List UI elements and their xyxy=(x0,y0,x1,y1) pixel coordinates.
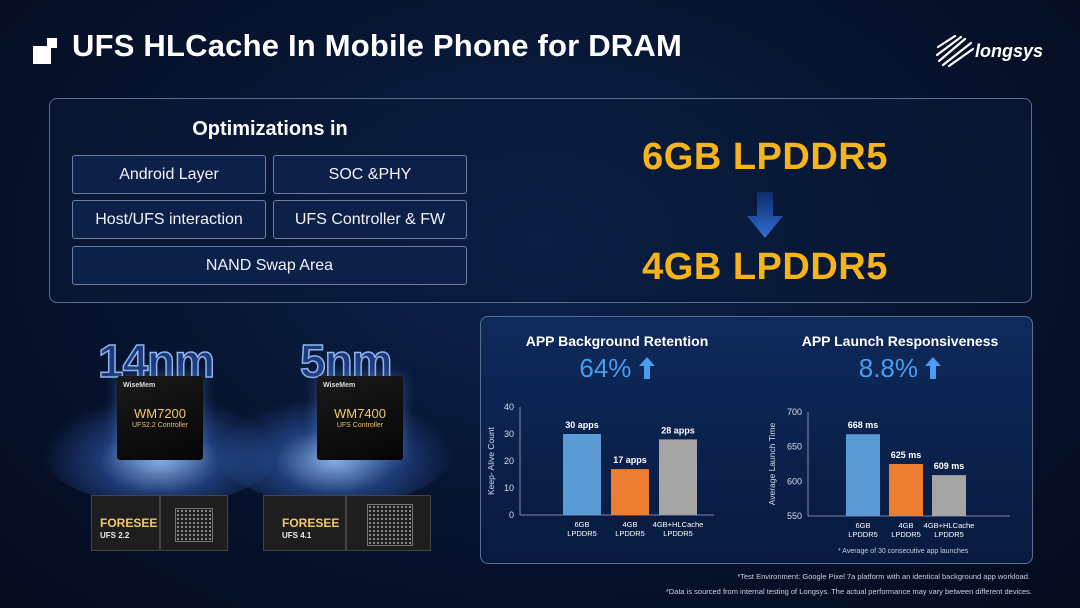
launch-improvement-value: 8.8% xyxy=(858,353,919,383)
retention-y-tick: 20 xyxy=(504,456,514,466)
retention-x-tick: 6GB xyxy=(574,520,589,529)
chip-model: WM7200 xyxy=(133,406,187,421)
retention-title: APP Background Retention xyxy=(525,333,709,349)
optimizations-title: Optimizations in xyxy=(192,118,348,140)
launch-x-tick: LPDDR5 xyxy=(848,530,878,539)
chip-wm7400: WiseMem WM7400 UFS Controller xyxy=(317,376,403,460)
opt-nand-swap: NAND Swap Area xyxy=(72,246,467,285)
card-brand: FORESEE xyxy=(282,516,340,530)
ufs22-package-card xyxy=(160,495,228,551)
memory-from: 6GB LPDDR5 xyxy=(642,136,888,178)
chip-model: WM7400 xyxy=(333,406,387,421)
page-title: UFS HLCache In Mobile Phone for DRAM xyxy=(72,28,682,63)
launch-bar xyxy=(846,434,880,516)
launch-y-tick: 700 xyxy=(787,407,802,417)
package-pattern xyxy=(367,504,413,546)
opt-android-layer: Android Layer xyxy=(72,155,266,194)
foresee-card-ufs22: FORESEE UFS 2.2 xyxy=(91,495,160,551)
card-sub: UFS 2.2 xyxy=(100,531,130,540)
retention-data-label: 28 apps xyxy=(661,425,695,435)
launch-improvement: 8.8% xyxy=(780,353,1020,384)
retention-improvement-value: 64% xyxy=(579,353,632,383)
retention-y-label: Keep- Alive Count xyxy=(486,426,496,495)
ufs41-package-card xyxy=(346,495,431,551)
retention-data-label: 17 apps xyxy=(613,455,647,465)
retention-x-tick: LPDDR5 xyxy=(615,529,645,538)
launch-data-label: 609 ms xyxy=(934,461,965,471)
card-sub: UFS 4.1 xyxy=(282,531,312,540)
opt-host-ufs: Host/UFS interaction xyxy=(72,200,266,239)
retention-data-label: 30 apps xyxy=(565,420,599,430)
launch-y-tick: 600 xyxy=(787,476,802,486)
foresee-card-ufs41: FORESEE UFS 4.1 xyxy=(263,495,346,551)
retention-x-tick: LPDDR5 xyxy=(567,529,597,538)
launch-y-tick: 650 xyxy=(787,442,802,452)
chip-sub: UFS2.2 Controller xyxy=(131,422,189,429)
memory-to: 4GB LPDDR5 xyxy=(642,246,888,288)
chip-brand: WiseMem xyxy=(123,382,156,389)
footnote-data-source: *Data is sourced from internal testing o… xyxy=(665,587,1032,596)
launch-data-label: 625 ms xyxy=(891,450,922,460)
launch-chart: 550 600 650 700 Average Launch Time 668 ms 6GB… xyxy=(767,407,1010,539)
logo-swirl-icon xyxy=(935,34,975,68)
longsys-logo: longsys xyxy=(935,33,1055,69)
footnote-test-env: *Test Environment: Google Pixel 7a platf… xyxy=(737,572,1030,581)
retention-bar xyxy=(659,439,697,515)
retention-y-tick: 10 xyxy=(504,483,514,493)
launch-title: APP Launch Responsiveness xyxy=(801,333,999,349)
launch-x-tick: LPDDR5 xyxy=(934,530,964,539)
up-arrow-icon xyxy=(925,357,942,379)
launch-y-tick: 550 xyxy=(787,511,802,521)
launch-bar xyxy=(889,464,923,516)
launch-x-tick: 4GB+HLCache xyxy=(924,521,975,530)
launch-note: * Average of 30 consecutive app launches xyxy=(838,548,969,555)
chip-brand: WiseMem xyxy=(323,382,356,389)
up-arrow-icon xyxy=(638,357,655,379)
title-bullet-icon xyxy=(33,38,59,64)
down-arrow-icon xyxy=(747,192,783,238)
chip-sub: UFS Controller xyxy=(336,422,384,429)
retention-x-tick: LPDDR5 xyxy=(663,529,693,538)
launch-x-tick: 6GB xyxy=(855,521,870,530)
retention-improvement: 64% xyxy=(497,353,737,384)
launch-x-tick: LPDDR5 xyxy=(891,530,921,539)
package-pattern xyxy=(175,508,213,542)
launch-data-label: 668 ms xyxy=(848,420,879,430)
launch-bar xyxy=(932,475,966,516)
opt-ufs-controller: UFS Controller & FW xyxy=(273,200,467,239)
retention-x-tick: 4GB xyxy=(622,520,637,529)
retention-y-tick: 40 xyxy=(504,402,514,412)
retention-y-tick: 30 xyxy=(504,429,514,439)
card-brand: FORESEE xyxy=(100,516,158,530)
opt-soc-phy: SOC &PHY xyxy=(273,155,467,194)
launch-x-tick: 4GB xyxy=(898,521,913,530)
retention-y-tick: 0 xyxy=(509,510,514,520)
chip-wm7200: WiseMem WM7200 UFS2.2 Controller xyxy=(117,376,203,460)
launch-y-label: Average Launch Time xyxy=(767,422,777,505)
retention-bar xyxy=(611,469,649,515)
logo-text: longsys xyxy=(975,41,1044,61)
retention-bar xyxy=(563,434,601,515)
retention-x-tick: 4GB+HLCache xyxy=(653,520,704,529)
